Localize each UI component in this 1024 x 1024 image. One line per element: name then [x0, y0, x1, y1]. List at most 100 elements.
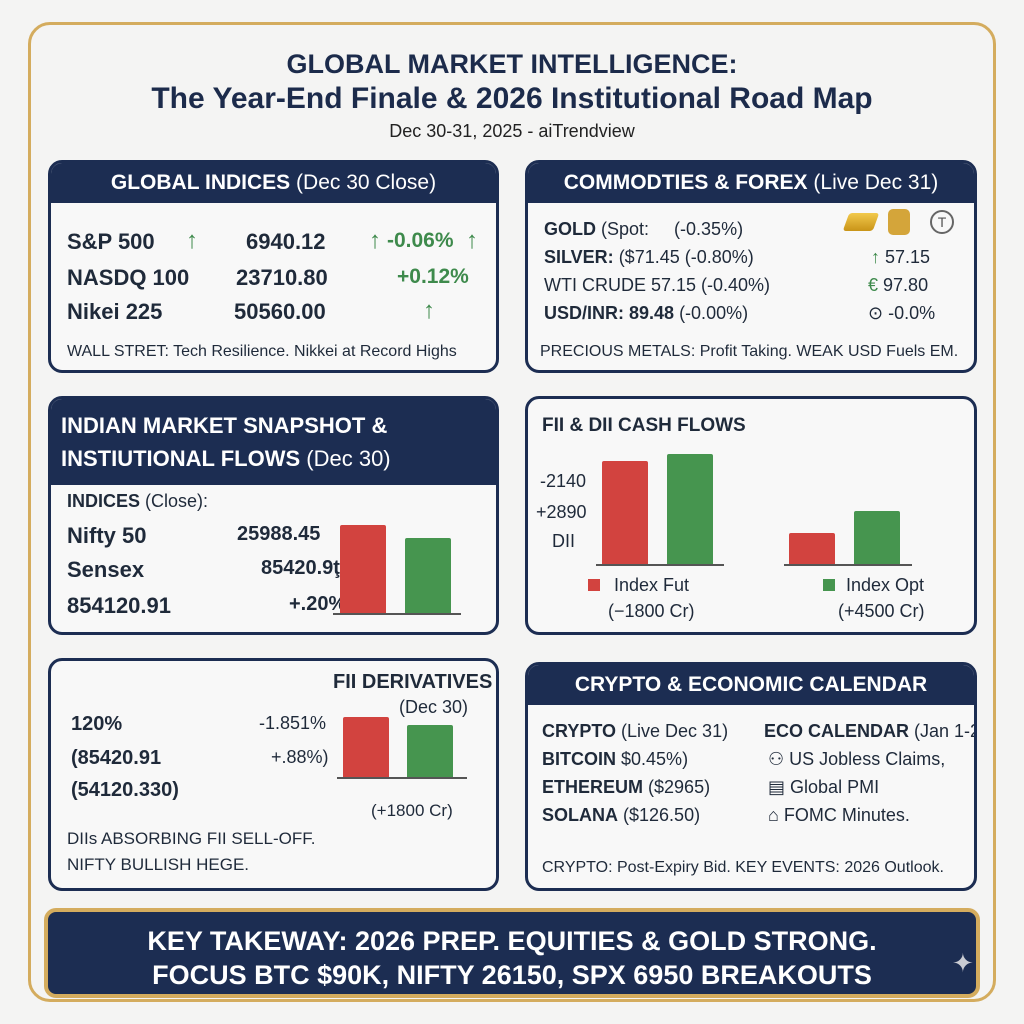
panel-footer: DIIs ABSORBING FII SELL-OFF. — [67, 829, 316, 848]
panel-footer: WALL STRET: Tech Resilience. Nikkei at R… — [67, 343, 457, 360]
event-item: Global PMI — [790, 777, 880, 797]
panel-title: COMMODTIES & FOREX — [563, 171, 808, 194]
index-value: 50560.00 — [234, 299, 326, 324]
people-icon: ⚇ — [768, 749, 785, 769]
index-value: 6940.12 — [246, 229, 326, 254]
deriv-value: (85420.91 — [71, 747, 162, 769]
panel-title: GLOBAL INDICES — [110, 171, 291, 194]
calendar-icon: ▤ — [768, 777, 786, 797]
index-change: +0.12% — [397, 265, 469, 288]
panel-header: COMMODTIES & FOREX (Live Dec 31) — [528, 163, 974, 203]
commodity-label: GOLD — [544, 219, 596, 239]
coin-name: SOLANA — [542, 805, 618, 825]
legend-label: Index Fut — [614, 575, 690, 595]
panel-title: INDIAN MARKET SNAPSHOT & — [61, 413, 388, 438]
index-name: 854120.91 — [67, 593, 171, 618]
bar-green — [407, 724, 453, 777]
panel-title: FII & DII CASH FLOWS — [542, 415, 746, 436]
legend-swatch-red — [588, 579, 600, 591]
building-icon: ⌂ — [768, 805, 779, 825]
up-arrow-icon: ↑ — [369, 227, 381, 254]
title-line-1: GLOBAL MARKET INTELLIGENCE: — [286, 49, 738, 79]
commodity-value: (Spot: (-0.35%) — [601, 219, 744, 239]
bar-red — [343, 717, 389, 777]
panel-title: FII DERIVATIVES — [333, 671, 493, 693]
index-name: Sensex — [67, 557, 145, 582]
deriv-change: +.88%) — [271, 747, 329, 767]
index-name: Nifty 50 — [67, 523, 147, 548]
index-value: 23710.80 — [236, 265, 328, 290]
side-value: 97.80 — [883, 275, 929, 295]
legend-note: (+4500 Cr) — [838, 601, 925, 621]
panel-footer: CRYPTO: Post-Expiry Bid. KEY EVENTS: 202… — [542, 859, 944, 876]
panel-header: CRYPTO & ECONOMIC CALENDAR — [528, 665, 974, 705]
euro-icon: € — [868, 275, 879, 295]
up-arrow-icon: ↑ — [186, 227, 198, 254]
bar-red — [340, 525, 386, 613]
cash-flows-panel: FII & DII CASH FLOWS -2140 +2890 DII Ind… — [525, 396, 977, 635]
flow-label: +2890 — [536, 502, 587, 522]
indices-label: INDICES — [67, 491, 141, 511]
coin-name: BITCOIN — [542, 749, 616, 769]
panel-title-note: (Dec 30 Close) — [296, 171, 437, 194]
index-value: 25988.45 — [237, 523, 321, 545]
deriv-value: 120% — [71, 713, 123, 735]
banner-line: KEY TAKEWAY: 2026 PREP. EQUITIES & GOLD … — [147, 926, 877, 956]
deriv-value: (54120.330) — [71, 779, 179, 801]
eco-note: (Jan 1-2) — [914, 721, 974, 741]
legend-label: Index Opt — [846, 575, 925, 595]
bar-red — [789, 533, 835, 564]
event-item: US Jobless Claims, — [789, 749, 946, 769]
flow-label: DII — [552, 531, 576, 551]
commodities-panel: COMMODTIES & FOREX (Live Dec 31) GOLD (S… — [525, 160, 977, 373]
bar-green — [405, 538, 451, 613]
legend-note: (−1800 Cr) — [608, 601, 695, 621]
index-value: 85420.9ţ — [261, 557, 340, 579]
commodity-label: USD/INR: 89.48 — [544, 303, 675, 323]
chart-note: (+1800 Cr) — [371, 801, 453, 820]
indian-market-panel: INDIAN MARKET SNAPSHOT & INSTIUTIONAL FLO… — [48, 396, 499, 635]
coin-name: ETHEREUM — [542, 777, 644, 797]
panel-title-note: (Dec 30) — [399, 697, 469, 717]
crypto-label: CRYPTO — [542, 721, 617, 741]
index-name: NASDQ 100 — [67, 265, 190, 290]
chart-axis — [784, 564, 912, 566]
crypto-note: (Live Dec 31) — [621, 721, 729, 741]
chart-axis — [337, 777, 467, 779]
coin-value: ($126.50) — [623, 805, 701, 825]
event-item: FOMC Minutes. — [783, 805, 910, 825]
up-arrow-icon: ↑ — [466, 227, 478, 254]
gauge-icon: ⊙ — [868, 303, 884, 323]
index-name: Nikei 225 — [67, 299, 163, 324]
index-change: -0.06% — [387, 229, 454, 252]
index-name: S&P 500 — [67, 229, 155, 254]
sparkle-icon: ✦ — [952, 948, 974, 978]
coin-value: ($2965) — [648, 777, 711, 797]
legend-swatch-green — [823, 579, 835, 591]
chart-axis — [596, 564, 724, 566]
oil-barrel-icon — [888, 209, 910, 235]
banner-line: FOCUS BTC $90K, NIFTY 26150, SPX 6950 BR… — [152, 960, 872, 990]
global-indices-panel: GLOBAL INDICES (Dec 30 Close) S&P 500 ↑ … — [48, 160, 499, 373]
commodity-value: ($71.45 (-0.80%) — [618, 247, 754, 267]
panel-footer: NIFTY BULLISH HEGE. — [67, 855, 250, 874]
crypto-calendar-panel: CRYPTO & ECONOMIC CALENDAR CRYPTO (Live … — [525, 662, 977, 891]
tether-coin-icon: T — [930, 210, 954, 234]
panel-header: GLOBAL INDICES (Dec 30 Close) — [51, 163, 496, 203]
commodity-value: WTI CRUDE 57.15 (-0.40%) — [544, 275, 771, 295]
flow-label: -2140 — [540, 471, 587, 491]
bar-green — [667, 454, 713, 564]
panel-footer: PRECIOUS METALS: Profit Taking. WEAK USD… — [540, 343, 959, 360]
bar-green — [854, 511, 900, 564]
indices-note: (Close): — [145, 491, 209, 511]
panel-header: INDIAN MARKET SNAPSHOT & INSTIUTIONAL FLO… — [51, 399, 496, 485]
coin-value: $0.45%) — [621, 749, 689, 769]
up-arrow-icon: ↑ — [871, 247, 880, 267]
chart-axis — [333, 613, 461, 615]
eco-label: ECO CALENDAR — [764, 721, 910, 741]
side-value: 57.15 — [885, 247, 931, 267]
key-takeaway-banner: KEY TAKEWAY: 2026 PREP. EQUITIES & GOLD … — [44, 908, 980, 998]
page-frame — [28, 22, 996, 1002]
index-value: +.20%) — [289, 593, 353, 615]
up-arrow-icon: ↑ — [423, 297, 435, 324]
